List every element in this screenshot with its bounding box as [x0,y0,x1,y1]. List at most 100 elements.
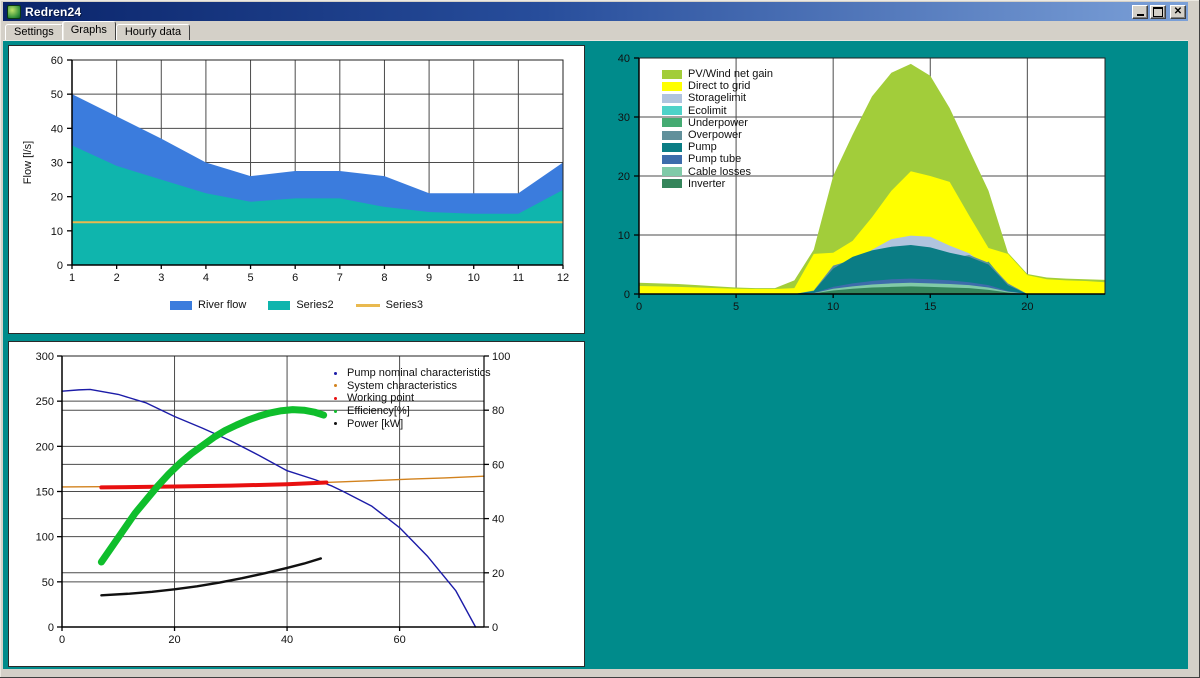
graphs-page: 1 2 3 4 5 6 7 8 9 10 11 12 0 10 20 30 40 50 60 Flow [l/s] R… [3,40,1188,669]
svg-text:5: 5 [247,272,253,284]
svg-text:0: 0 [624,289,630,301]
svg-text:0: 0 [48,622,54,634]
legend-label: System characteristics [347,379,458,392]
window-title: Redren24 [25,4,82,19]
svg-text:30: 30 [618,112,630,124]
legend-item: Overpower [662,129,773,141]
legend-label: Working point [347,392,415,405]
legend-marker-icon [334,396,337,400]
legend-item: Pump [662,141,773,153]
svg-text:8: 8 [381,272,387,284]
svg-text:50: 50 [51,89,63,101]
legend-swatch-icon [662,106,682,116]
legend-swatch-icon [662,130,682,140]
svg-text:40: 40 [281,634,293,646]
svg-text:12: 12 [557,272,569,284]
svg-text:30: 30 [51,158,63,170]
pump-chart-panel: 0 20 40 60 0 50 100 150 200 250 300 0 20 40 60 80 100 Pu… [8,341,585,667]
svg-text:20: 20 [1021,301,1033,313]
tab-hourly-data[interactable]: Hourly data [115,24,191,40]
legend-item: Inverter [662,178,773,190]
svg-text:0: 0 [492,622,498,634]
legend-marker-icon [334,422,337,426]
legend-swatch-icon [662,81,682,91]
legend-swatch-icon [662,179,682,189]
maximize-button[interactable] [1150,4,1166,19]
legend-label: River flow [198,299,247,311]
legend-marker-icon [334,409,337,413]
svg-text:9: 9 [426,272,432,284]
tab-graphs[interactable]: Graphs [61,21,116,40]
legend-item: Series3 [355,299,423,311]
legend-swatch-icon [662,154,682,164]
svg-text:7: 7 [337,272,343,284]
legend-item: Ecolimit [662,105,773,117]
legend-swatch-icon [170,300,193,310]
legend-label: Power [kW] [347,417,404,430]
svg-text:10: 10 [827,301,839,313]
legend-label: Ecolimit [688,104,727,117]
legend-item: Pump nominal characteristics [331,367,491,380]
close-button[interactable]: ✕ [1170,4,1186,19]
svg-text:100: 100 [36,532,54,544]
svg-text:2: 2 [114,272,120,284]
legend-swatch-icon [662,142,682,152]
svg-text:20: 20 [492,568,504,580]
svg-text:20: 20 [51,192,63,204]
legend-label: Inverter [688,177,726,190]
close-icon: ✕ [1173,5,1183,17]
svg-text:40: 40 [51,123,63,135]
svg-text:11: 11 [513,272,524,284]
svg-text:80: 80 [492,405,504,417]
energy-chart-legend: PV/Wind net gain Direct to grid Storagelim… [662,68,773,190]
svg-text:1: 1 [69,272,75,284]
minimize-icon [1136,14,1144,16]
legend-label: Pump [688,141,717,154]
svg-text:6: 6 [292,272,298,284]
legend-label: Underpower [688,116,748,129]
app-icon [7,4,21,19]
legend-swatch-icon [662,93,682,103]
legend-item: Cable losses [662,166,773,178]
svg-text:4: 4 [203,272,209,284]
svg-text:10: 10 [468,272,480,284]
legend-label: Direct to grid [688,80,751,93]
svg-text:40: 40 [492,514,504,526]
svg-text:200: 200 [36,441,54,453]
svg-text:300: 300 [36,351,54,363]
legend-swatch-icon [268,300,291,310]
legend-item: Underpower [662,117,773,129]
svg-text:20: 20 [618,171,630,183]
legend-label: Efficiency[%] [347,405,410,418]
svg-text:60: 60 [492,459,504,471]
legend-item: PV/Wind net gain [662,68,773,80]
legend-label: PV/Wind net gain [688,68,773,81]
pump-chart: 0 20 40 60 0 50 100 150 200 250 300 0 20 40 60 80 100 [36,351,511,646]
legend-label: Cable losses [688,165,751,178]
svg-text:5: 5 [733,301,739,313]
legend-label: Pump tube [688,153,742,166]
tab-settings[interactable]: Settings [5,24,63,40]
titlebar: Redren24 ✕ [3,2,1188,21]
legend-marker-icon [334,384,337,388]
legend-item: Pump tube [662,153,773,165]
minimize-button[interactable] [1132,4,1148,19]
svg-text:Flow [l/s]: Flow [l/s] [22,141,34,184]
legend-label: Pump nominal characteristics [347,367,491,380]
window-controls: ✕ [1132,4,1186,19]
legend-label: Storagelimit [688,92,747,105]
legend-label: Series2 [296,299,334,311]
legend-item: Storagelimit [662,92,773,104]
svg-text:0: 0 [57,260,63,272]
legend-swatch-icon [355,303,380,307]
svg-text:20: 20 [168,634,180,646]
svg-text:40: 40 [618,53,630,65]
flow-chart-legend: River flow Series2 Series3 [9,299,584,311]
legend-marker-icon [334,371,337,375]
svg-text:10: 10 [618,230,630,242]
svg-text:250: 250 [36,396,54,408]
svg-text:0: 0 [636,301,642,313]
legend-item: Series2 [268,299,334,311]
